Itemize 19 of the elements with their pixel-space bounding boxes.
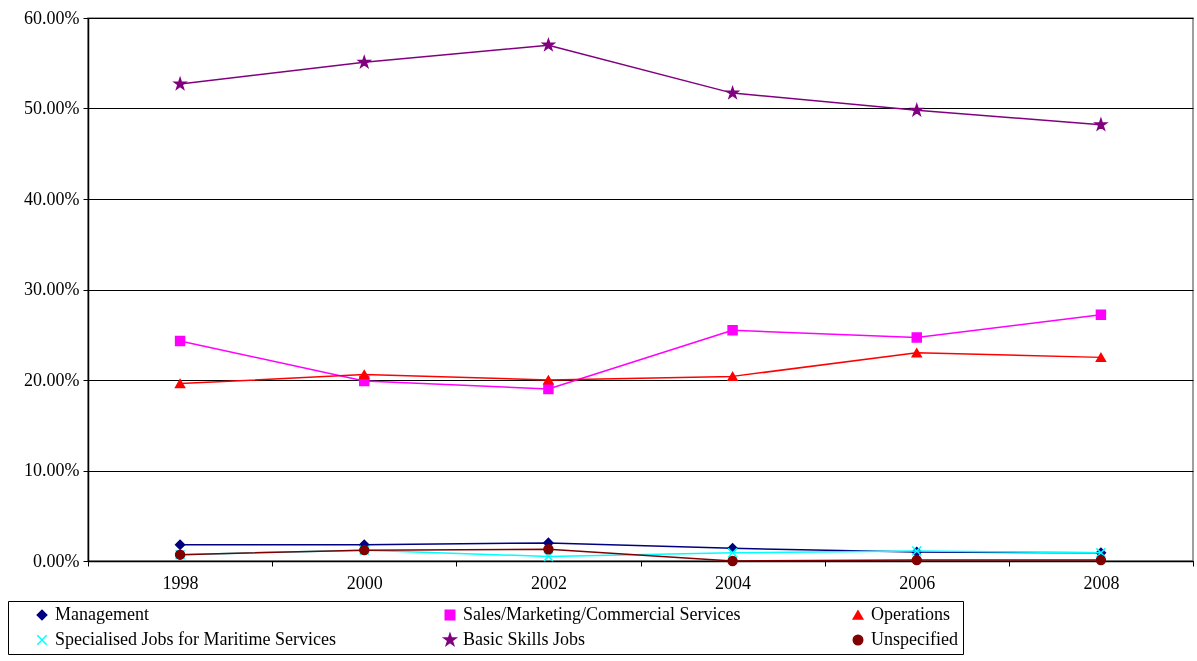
legend-label: Basic Skills Jobs [463, 629, 586, 649]
legend-label: Unspecified [871, 629, 958, 649]
y-tick-label: 10.00% [24, 460, 80, 480]
y-tick-label: 20.00% [24, 369, 80, 390]
x-tick-label: 2004 [715, 572, 752, 593]
x-tick-label: 1998 [162, 572, 199, 593]
y-tick-label: 0.00% [33, 550, 80, 571]
x-tick-label: 2000 [346, 572, 383, 593]
legend-label: Management [55, 604, 149, 624]
legend-label: Operations [871, 604, 950, 624]
legend-label: Specialised Jobs for Maritime Services [55, 629, 336, 649]
y-tick-label: 50.00% [24, 98, 80, 118]
y-tick-label: 40.00% [24, 188, 80, 209]
x-tick-label: 2002 [530, 572, 567, 593]
x-tick-label: 2008 [1083, 572, 1120, 593]
legend-label: Sales/Marketing/Commercial Services [463, 604, 741, 624]
x-tick-label: 2006 [899, 572, 936, 593]
y-tick-label: 60.00% [24, 7, 80, 28]
y-tick-label: 30.00% [24, 279, 80, 299]
